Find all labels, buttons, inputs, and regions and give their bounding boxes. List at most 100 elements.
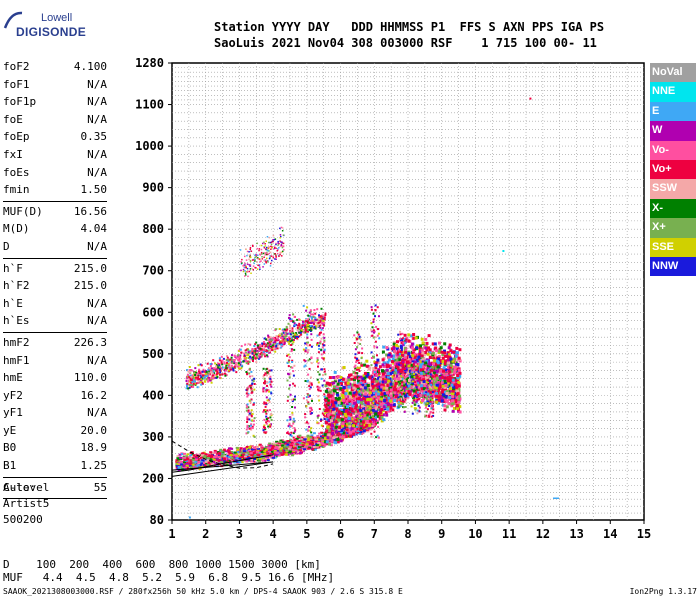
echo-point (196, 464, 200, 467)
echo-point (190, 451, 194, 454)
echo-point (366, 388, 370, 392)
echo-point (342, 400, 346, 404)
echo-point (335, 425, 339, 429)
echo-point (292, 452, 296, 455)
echo-point (251, 449, 255, 452)
echo-point (264, 455, 268, 458)
x-tick-label: 6 (337, 527, 344, 541)
echo-point (436, 401, 440, 405)
echo-point (279, 448, 283, 451)
echo-point (258, 443, 262, 446)
echo-point (397, 371, 401, 375)
y-tick-label: 700 (142, 264, 164, 278)
echo-point (445, 368, 449, 372)
echo-point (399, 346, 403, 349)
echo-point (368, 424, 372, 428)
echo-point (365, 413, 369, 417)
echo-point (332, 376, 336, 379)
echo-point (374, 393, 378, 397)
echo-point (263, 453, 267, 455)
echo-point (281, 449, 285, 452)
echo-point (374, 422, 377, 425)
echo-point (452, 385, 456, 389)
echo-point (385, 363, 389, 367)
echo-point (366, 373, 370, 376)
echo-point (418, 362, 422, 366)
echo-point (306, 439, 310, 442)
echo-point (191, 462, 195, 465)
echo-point (400, 354, 404, 357)
echo-point (431, 342, 435, 346)
echo-point (420, 348, 424, 352)
echo-point (195, 457, 199, 460)
x-tick-label: 4 (270, 527, 277, 541)
echo-point (255, 450, 259, 453)
echo-point (295, 443, 299, 446)
echo-point (335, 384, 339, 388)
echo-point (331, 411, 335, 415)
echo-point (366, 407, 370, 411)
y-tick-label: 600 (142, 305, 164, 319)
echo-point (405, 377, 409, 380)
echo-point (409, 372, 413, 376)
echo-point (389, 372, 393, 376)
echo-point (346, 418, 350, 422)
echo-point (253, 448, 257, 451)
echo-point (432, 362, 435, 366)
echo-point (327, 414, 331, 417)
echo-point (418, 347, 422, 350)
echo-point (303, 438, 307, 441)
echo-point (194, 458, 198, 461)
echo-point (316, 439, 320, 442)
param-value: 226.3 (73, 335, 107, 349)
echo-point (434, 380, 438, 383)
echo-point (379, 411, 382, 415)
echo-point (179, 458, 183, 460)
echo-point (222, 455, 226, 458)
echo-point (197, 461, 201, 463)
echo-point (432, 359, 436, 363)
echo-point (374, 409, 378, 413)
echo-point (330, 439, 334, 443)
echo-point (382, 365, 386, 368)
echo-point (324, 389, 328, 393)
echo-point (231, 452, 235, 455)
echo-point (293, 439, 297, 441)
echo-point (267, 450, 271, 453)
legend-item-xplus: X+ (650, 218, 696, 238)
echo-point (400, 367, 404, 371)
param-value: N/A (87, 165, 107, 179)
echo-point (443, 408, 447, 412)
echo-point (317, 441, 321, 444)
echo-point (326, 399, 330, 403)
echo-point (349, 418, 353, 422)
echo-point (222, 449, 226, 452)
echo-point (456, 406, 459, 410)
echo-point (445, 392, 449, 395)
y-tick-label: 400 (142, 388, 164, 402)
echo-point (334, 397, 338, 400)
echo-point (206, 463, 210, 466)
echo-point (451, 393, 454, 397)
echo-point (328, 441, 332, 444)
echo-point (343, 396, 347, 400)
echo-point (402, 383, 406, 387)
echo-point (386, 407, 389, 411)
param-row: foF1 N/A (3, 76, 107, 94)
echo-point (218, 453, 222, 456)
echo-point (319, 440, 323, 443)
echo-point (378, 401, 381, 405)
echo-point (347, 422, 351, 426)
echo-point (323, 444, 327, 447)
y-tick-label: 1100 (135, 98, 164, 112)
echo-point (314, 440, 318, 443)
echo-point (401, 402, 404, 406)
echo-point (421, 368, 425, 372)
echo-point (333, 389, 336, 393)
echo-point (280, 447, 284, 450)
echo-point (310, 434, 314, 437)
echo-point (220, 461, 224, 463)
echo-point (309, 436, 313, 439)
echo-point (292, 449, 296, 452)
echo-point (342, 366, 346, 369)
